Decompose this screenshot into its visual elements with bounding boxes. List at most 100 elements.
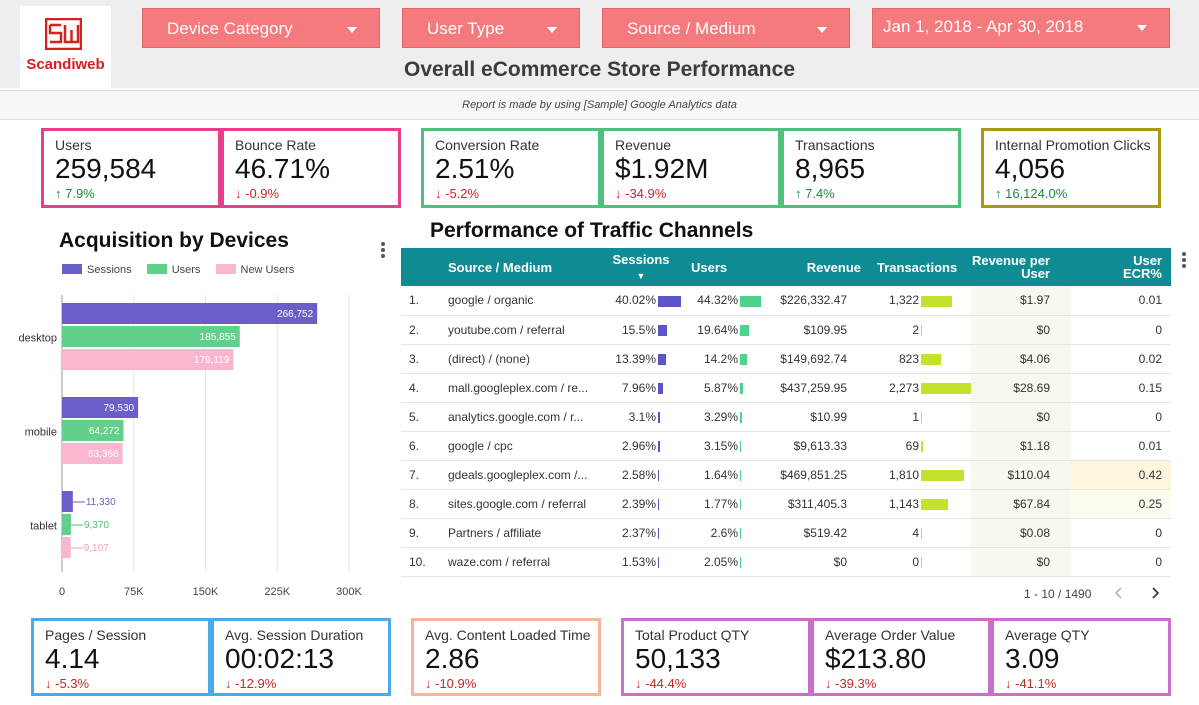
row-index: 7. (409, 467, 420, 482)
x-tick-label: 75K (124, 586, 144, 598)
table-row[interactable]: 4. mall.googleplex.com / re... 7.96% 5.87% $… (401, 373, 1171, 402)
sessions-bar (658, 324, 667, 336)
column-header-revenue-per-user[interactable]: Revenue per User (971, 253, 1050, 281)
user-ecr-cell: 0.42 (1071, 460, 1171, 489)
kpi-conversion-rate[interactable]: Conversion Rate 2.51% ↓ -5.2% (421, 128, 601, 208)
logo-text: Scandiweb (26, 56, 105, 73)
bar-desktop-new-users[interactable] (62, 349, 234, 370)
table-row[interactable]: 2. youtube.com / referral 15.5% 19.64% $109.… (401, 315, 1171, 344)
kpi-revenue[interactable]: Revenue $1.92M ↓ -34.9% (601, 128, 781, 208)
sessions-cell: 2.58% (601, 460, 681, 489)
sessions-cell: 40.02% (601, 286, 681, 315)
dropdown-caret-icon (347, 27, 357, 33)
sessions-bar (658, 469, 659, 481)
users-bar (740, 295, 761, 307)
bar-desktop-users[interactable] (62, 326, 240, 347)
row-index: 1. (409, 293, 420, 308)
table-row[interactable]: 10. waze.com / referral 1.53% 2.05% $0 0 $0 0 (401, 547, 1171, 576)
transactions-bar (921, 295, 952, 307)
kpi-total-product-qty[interactable]: Total Product QTY 50,133 ↓ -44.4% (621, 618, 811, 696)
category-label: tablet (30, 521, 57, 533)
sessions-bar (658, 527, 659, 539)
kpi-users[interactable]: Users 259,584 ↑ 7.9% (41, 128, 221, 208)
kpi-value: 259,584 (55, 153, 157, 184)
bar-mobile-users[interactable] (62, 420, 124, 441)
user-type-filter[interactable]: User Type (402, 8, 580, 48)
revenue-cell: $149,692.74 (780, 351, 847, 366)
sessions-value: 3.1% (628, 409, 656, 424)
column-header-transactions[interactable]: Transactions (877, 259, 958, 275)
bar-tablet-users[interactable] (62, 514, 71, 535)
kpi-internal-promotion-clicks[interactable]: Internal Promotion Clicks 4,056 ↑ 16,124… (981, 128, 1161, 208)
traffic-title: Performance of Traffic Channels (430, 219, 754, 242)
kpi-label: Avg. Content Loaded Time (425, 627, 591, 643)
kpi-delta: ↓ -12.9% (225, 676, 277, 691)
users-bar (740, 556, 741, 568)
kpi-delta: ↓ -10.9% (425, 676, 477, 691)
column-header-user-ecr[interactable]: User ECR% (1122, 253, 1162, 281)
category-label: mobile (25, 427, 57, 439)
table-row[interactable]: 5. analytics.google.com / r... 3.1% 3.29% $1… (401, 402, 1171, 431)
column-header-revenue[interactable]: Revenue (806, 259, 861, 275)
sessions-bar (658, 498, 659, 510)
column-header-source-medium[interactable]: Source / Medium (448, 259, 553, 275)
transactions-value: 2,273 (888, 380, 919, 395)
bar-tablet-new-users[interactable] (62, 537, 71, 558)
revenue-per-user-cell: $0.08 (971, 518, 1071, 547)
chart-more-options-icon[interactable] (381, 242, 385, 260)
bar-desktop-sessions[interactable] (62, 303, 318, 324)
users-cell: 1.64% (681, 460, 761, 489)
users-value: 5.87% (703, 380, 738, 395)
dropdown-caret-icon (547, 27, 557, 33)
kpi-bounce-rate[interactable]: Bounce Rate 46.71% ↓ -0.9% (221, 128, 401, 208)
column-header-users[interactable]: Users (691, 259, 728, 275)
source-medium-filter[interactable]: Source / Medium (602, 8, 850, 48)
date-range-picker[interactable]: Jan 1, 2018 - Apr 30, 2018 (872, 8, 1170, 48)
acquisition-title: Acquisition by Devices (59, 229, 289, 252)
kpi-average-order-value[interactable]: Average Order Value $213.80 ↓ -39.3% (811, 618, 991, 696)
users-cell: 19.64% (681, 315, 761, 344)
bar-mobile-new-users[interactable] (62, 443, 123, 464)
users-cell: 2.05% (681, 547, 761, 576)
kpi-avg-content-loaded-time[interactable]: Avg. Content Loaded Time 2.86 ↓ -10.9% (411, 618, 601, 696)
column-header-sessions[interactable]: Sessions ▼ (601, 248, 681, 286)
transactions-bar (921, 353, 941, 365)
sessions-bar (658, 295, 681, 307)
table-header-row: Source / Medium Sessions ▼ Users Revenue … (401, 248, 1171, 286)
bar-value-label: 9,107 (84, 543, 109, 554)
kpi-pages-per-session[interactable]: Pages / Session 4.14 ↓ -5.3% (31, 618, 211, 696)
revenue-cell: $226,332.47 (780, 293, 847, 308)
user-ecr-cell: 0.01 (1138, 293, 1162, 308)
kpi-value: 4,056 (995, 153, 1066, 184)
table-row[interactable]: 9. Partners / affiliate 2.37% 2.6% $519.42 4 $… (401, 518, 1171, 547)
user-ecr-cell: 0.25 (1071, 489, 1171, 518)
kpi-delta: ↓ -44.4% (635, 676, 687, 691)
transactions-cell: 2,273 (861, 373, 971, 402)
users-cell: 14.2% (681, 344, 761, 373)
next-page-icon[interactable] (1148, 586, 1162, 600)
table-body: 1. google / organic 40.02% 44.32% $226,332.4… (401, 286, 1171, 576)
source-medium-cell: waze.com / referral (448, 554, 551, 569)
legend-swatch (215, 264, 236, 274)
row-index: 10. (409, 554, 426, 569)
users-value: 19.64% (697, 322, 738, 337)
table-row[interactable]: 8. sites.google.com / referral 2.39% 1.77% $… (401, 489, 1171, 518)
table-row[interactable]: 6. google / cpc 2.96% 3.15% $9,613.33 69 $1.18… (401, 431, 1171, 460)
table-row[interactable]: 1. google / organic 40.02% 44.32% $226,332.4… (401, 286, 1171, 315)
kpi-label: Average QTY (1005, 627, 1090, 643)
table-row[interactable]: 7. gdeals.googleplex.com /... 2.58% 1.64% $4… (401, 460, 1171, 489)
table-more-options-icon[interactable] (1182, 252, 1186, 270)
bar-tablet-sessions[interactable] (62, 491, 73, 512)
revenue-cell: $9,613.33 (793, 438, 847, 453)
kpi-avg-session-duration[interactable]: Avg. Session Duration 00:02:13 ↓ -12.9% (211, 618, 391, 696)
kpi-average-qty[interactable]: Average QTY 3.09 ↓ -41.1% (991, 618, 1171, 696)
transactions-value: 1,143 (888, 496, 919, 511)
kpi-transactions[interactable]: Transactions 8,965 ↑ 7.4% (781, 128, 961, 208)
bar-mobile-sessions[interactable] (62, 397, 139, 418)
device-category-filter[interactable]: Device Category (142, 8, 380, 48)
subtitle-bar (0, 90, 1199, 120)
revenue-cell: $311,405.3 (787, 496, 847, 511)
prev-page-icon[interactable] (1112, 586, 1126, 600)
table-row[interactable]: 3. (direct) / (none) 13.39% 14.2% $149,692.7… (401, 344, 1171, 373)
transactions-value: 1 (912, 409, 919, 424)
